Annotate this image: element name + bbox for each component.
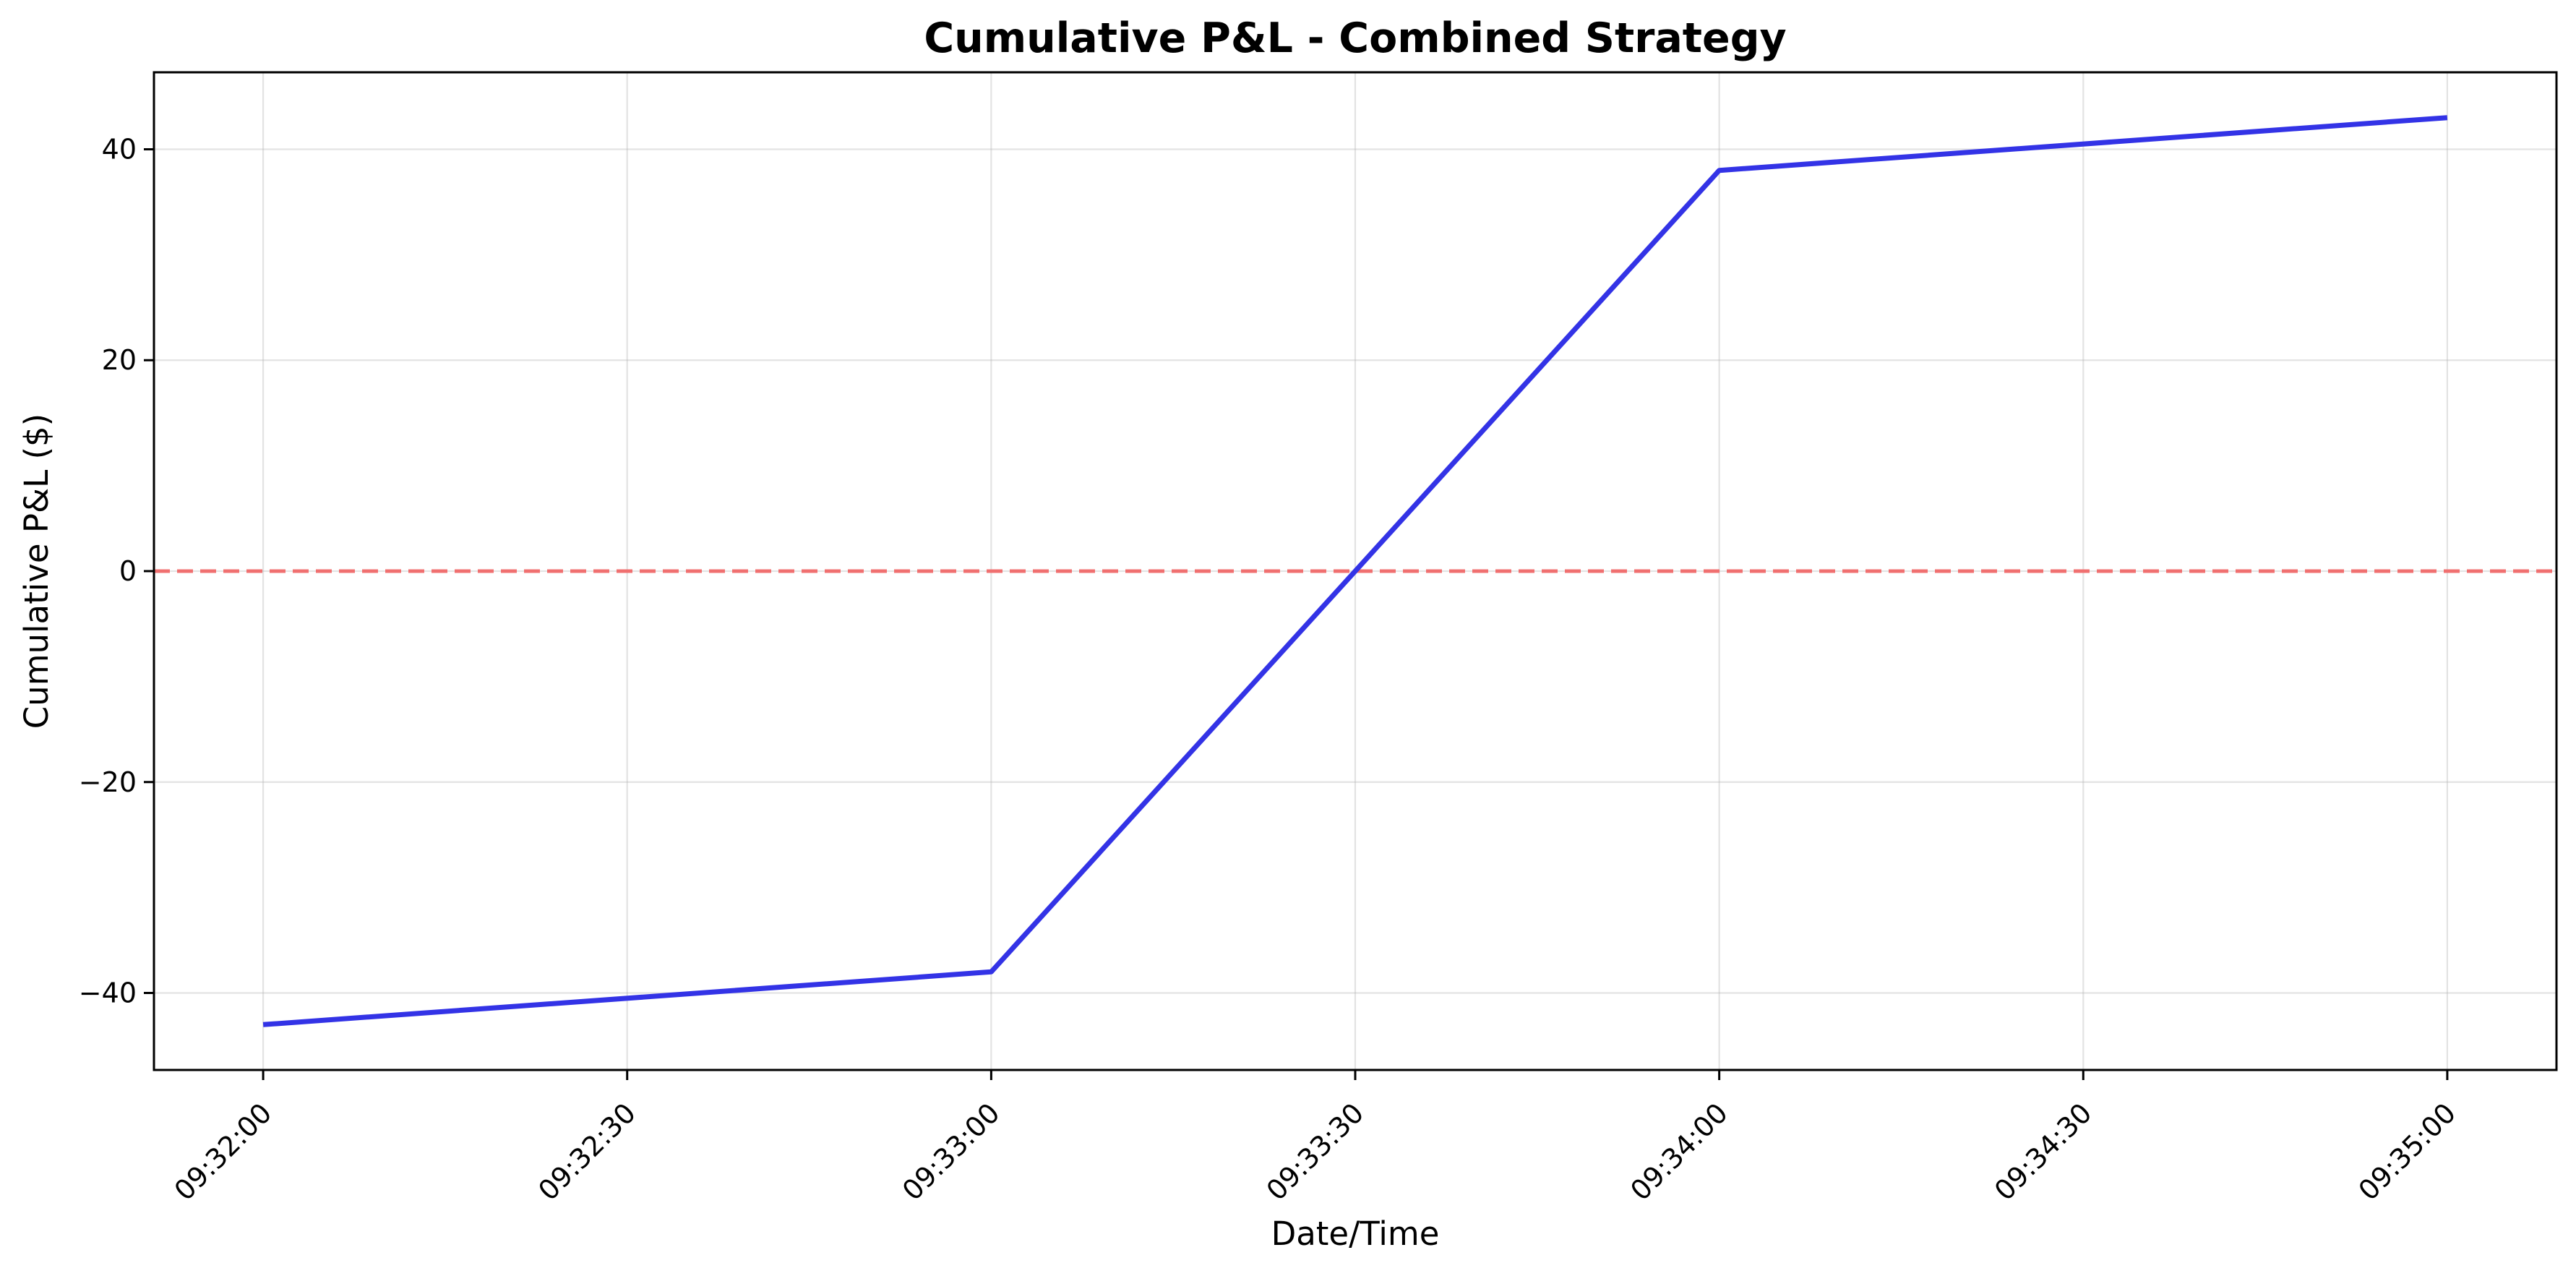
- x-axis-label: Date/Time: [1271, 1215, 1440, 1253]
- chart-title: Cumulative P&L - Combined Strategy: [924, 14, 1786, 62]
- y-tick-label: 20: [102, 344, 137, 376]
- x-tick-label: 09:34:30: [1988, 1097, 2098, 1207]
- x-tick-label: 09:32:00: [168, 1097, 278, 1207]
- x-tick-label: 09:32:30: [532, 1097, 642, 1207]
- y-axis-label: Cumulative P&L ($): [17, 414, 56, 729]
- x-tick-label: 09:35:00: [2352, 1097, 2462, 1207]
- x-tick-label: 09:33:00: [896, 1097, 1006, 1207]
- x-tick-label: 09:34:00: [1624, 1097, 1734, 1207]
- y-tick-label: 40: [102, 133, 137, 165]
- y-tick-label: −20: [79, 766, 137, 798]
- series-group: [262, 115, 2448, 1027]
- y-axis: −40 −20 0 20 40: [79, 133, 154, 1009]
- y-tick-label: 0: [119, 555, 137, 587]
- y-tick-label: −40: [79, 977, 137, 1009]
- x-axis: 09:32:00 09:32:30 09:33:00 09:33:30 09:34:00…: [168, 1070, 2462, 1207]
- series-line: [262, 115, 2448, 1027]
- x-tick-label: 09:33:30: [1261, 1097, 1370, 1207]
